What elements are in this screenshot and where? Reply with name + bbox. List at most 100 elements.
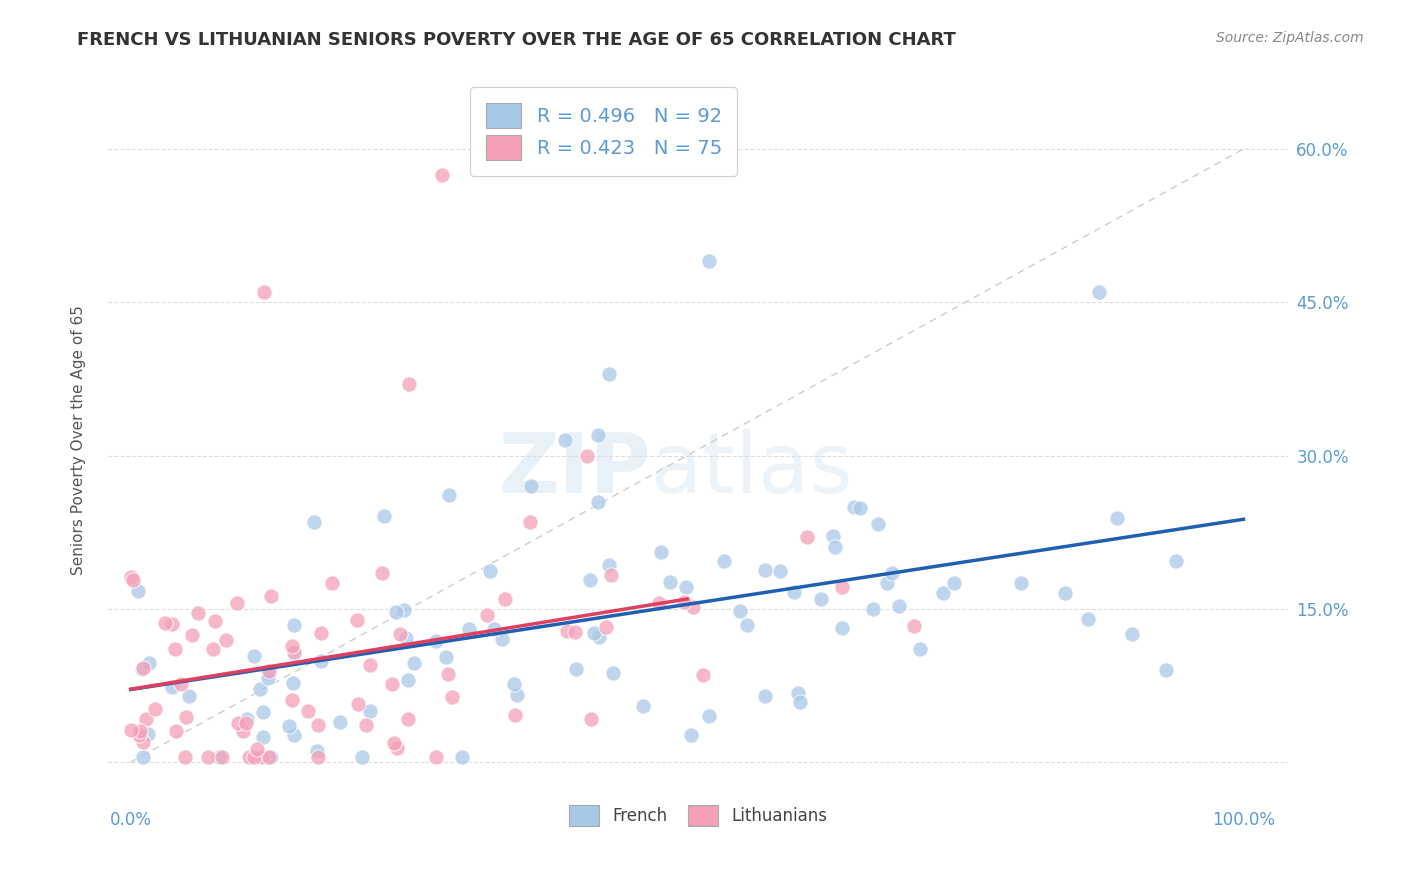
Point — [564, 624, 586, 639]
Point — [174, 710, 197, 724]
Point — [862, 602, 884, 616]
Point — [246, 742, 269, 756]
Point — [132, 750, 155, 764]
Point — [831, 621, 853, 635]
Point — [135, 712, 157, 726]
Point — [682, 600, 704, 615]
Point — [211, 750, 233, 764]
Point — [943, 575, 966, 590]
Point — [602, 666, 624, 681]
Point — [354, 717, 377, 731]
Point — [215, 632, 238, 647]
Point — [242, 750, 264, 764]
Point — [359, 658, 381, 673]
Point — [283, 728, 305, 742]
Point — [675, 580, 697, 594]
Point — [519, 515, 541, 529]
Point — [831, 580, 853, 594]
Point — [281, 693, 304, 707]
Point — [810, 591, 832, 606]
Point — [307, 750, 329, 764]
Point — [555, 624, 578, 638]
Point — [440, 690, 463, 704]
Point — [1154, 663, 1177, 677]
Point — [554, 433, 576, 447]
Point — [491, 632, 513, 647]
Point — [849, 501, 872, 516]
Point — [305, 744, 328, 758]
Point — [162, 616, 184, 631]
Point — [250, 750, 273, 764]
Point — [120, 570, 142, 584]
Point — [769, 564, 792, 578]
Point — [249, 682, 271, 697]
Point — [404, 656, 426, 670]
Point — [1077, 612, 1099, 626]
Point — [396, 712, 419, 726]
Point — [232, 723, 254, 738]
Point — [165, 723, 187, 738]
Point — [1054, 586, 1077, 600]
Point — [283, 618, 305, 632]
Point — [586, 494, 609, 508]
Point — [260, 750, 283, 764]
Text: Source: ZipAtlas.com: Source: ZipAtlas.com — [1216, 31, 1364, 45]
Point — [226, 716, 249, 731]
Point — [581, 712, 603, 726]
Point — [311, 654, 333, 668]
Point — [787, 685, 810, 699]
Point — [451, 750, 474, 764]
Text: atlas: atlas — [651, 429, 853, 509]
Point — [160, 681, 183, 695]
Point — [385, 605, 408, 619]
Point — [277, 719, 299, 733]
Point — [136, 727, 159, 741]
Point — [565, 662, 588, 676]
Legend: French, Lithuanians: French, Lithuanians — [561, 797, 835, 835]
Point — [458, 622, 481, 636]
Point — [439, 488, 461, 502]
Point — [352, 750, 374, 764]
Point — [478, 564, 501, 578]
Point — [120, 723, 142, 738]
Point — [243, 648, 266, 663]
Point — [381, 677, 404, 691]
Point — [783, 584, 806, 599]
Point — [235, 715, 257, 730]
Point — [679, 728, 702, 742]
Point — [302, 515, 325, 529]
Point — [425, 633, 447, 648]
Point — [281, 639, 304, 653]
Point — [235, 712, 257, 726]
Point — [1105, 511, 1128, 525]
Point — [204, 615, 226, 629]
Text: FRENCH VS LITHUANIAN SENIORS POVERTY OVER THE AGE OF 65 CORRELATION CHART: FRENCH VS LITHUANIAN SENIORS POVERTY OVE… — [77, 31, 956, 49]
Point — [283, 647, 305, 661]
Point — [283, 676, 305, 690]
Point — [887, 599, 910, 613]
Point — [252, 705, 274, 719]
Point — [842, 500, 865, 514]
Point — [165, 641, 187, 656]
Point — [425, 750, 447, 764]
Point — [197, 750, 219, 764]
Point — [373, 509, 395, 524]
Point — [908, 642, 931, 657]
Point — [876, 576, 898, 591]
Point — [824, 541, 846, 555]
Point — [673, 595, 696, 609]
Point — [208, 750, 231, 764]
Point — [866, 516, 889, 531]
Point — [385, 740, 408, 755]
Point — [395, 631, 418, 645]
Point — [307, 717, 329, 731]
Point — [475, 607, 498, 622]
Text: ZIP: ZIP — [499, 429, 651, 509]
Point — [1088, 285, 1111, 299]
Point — [588, 631, 610, 645]
Point — [309, 625, 332, 640]
Point — [494, 591, 516, 606]
Point — [257, 665, 280, 680]
Point — [434, 649, 457, 664]
Point — [575, 449, 598, 463]
